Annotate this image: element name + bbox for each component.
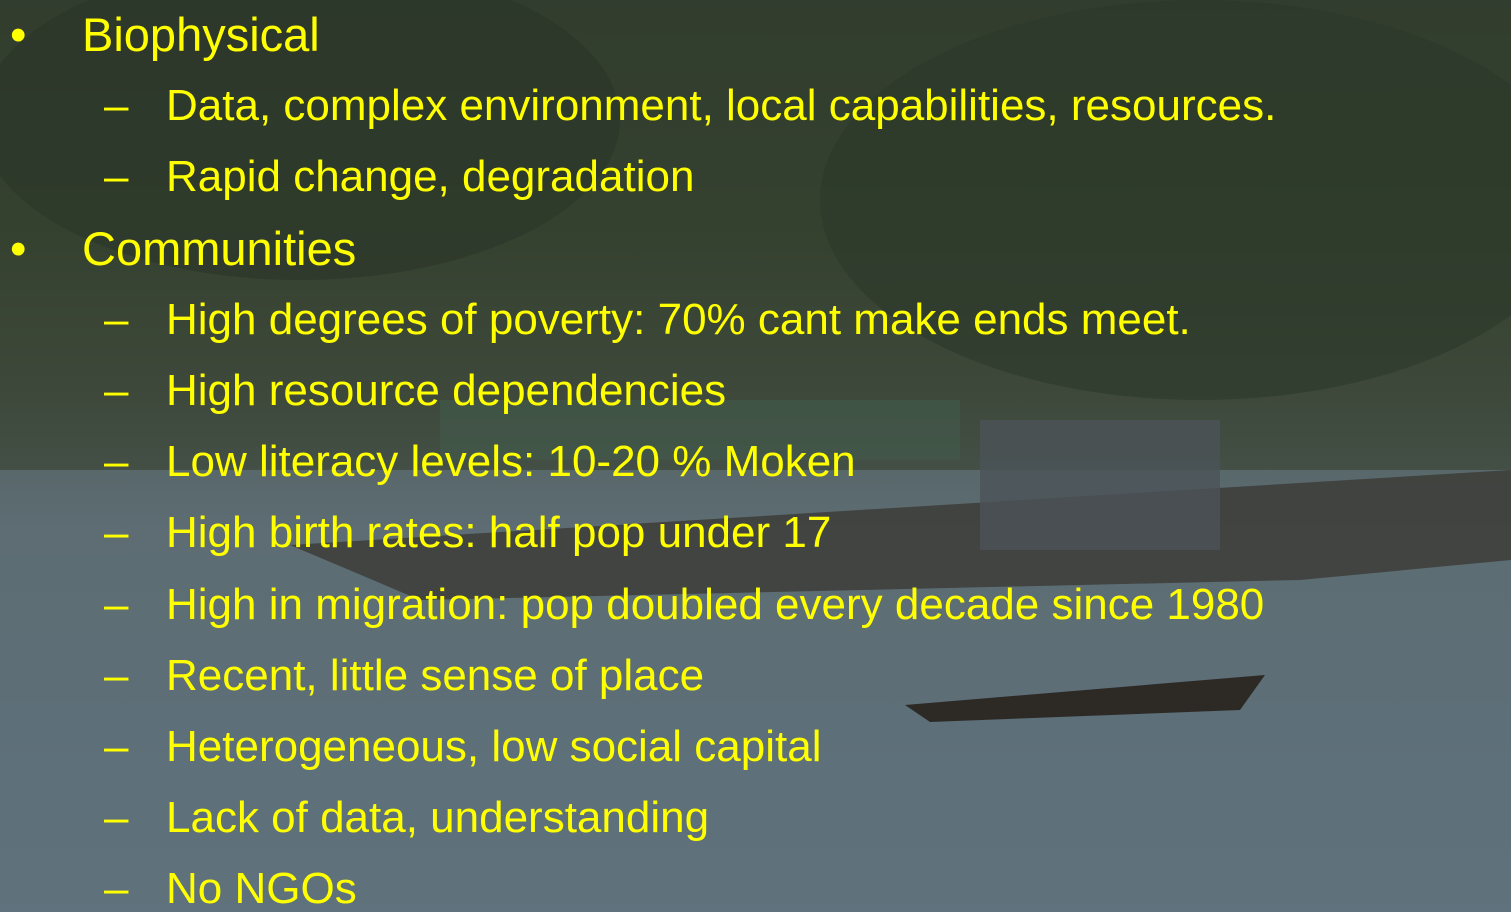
sub-bullet: Data, complex environment, local capabil… (0, 70, 1276, 141)
slide: BiophysicalData, complex environment, lo… (0, 0, 1511, 912)
sub-bullet: High birth rates: half pop under 17 (0, 497, 831, 568)
sub-bullet: High resource dependencies (0, 355, 726, 426)
sub-bullet: Recent, little sense of place (0, 640, 704, 711)
sub-bullet: High degrees of poverty: 70% cant make e… (0, 284, 1191, 355)
sub-bullet: No NGOs (0, 853, 357, 912)
sub-bullet: Low literacy levels: 10-20 % Moken (0, 426, 856, 497)
sub-bullet: Lack of data, understanding (0, 782, 709, 853)
bullet-heading: Biophysical (0, 0, 320, 70)
sub-bullet: Rapid change, degradation (0, 141, 694, 212)
sub-bullet: High in migration: pop doubled every dec… (0, 569, 1264, 640)
sub-bullet: Heterogeneous, low social capital (0, 711, 822, 782)
bullet-heading: Communities (0, 213, 356, 284)
